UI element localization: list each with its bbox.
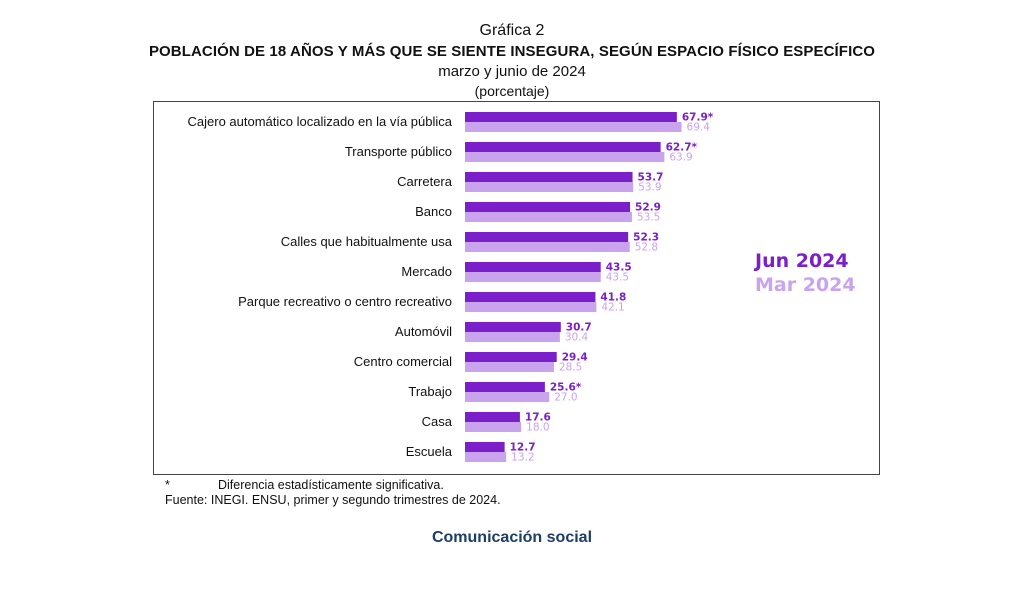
note-asterisk: *: [165, 478, 170, 492]
value-label-jun: 43.5: [606, 262, 632, 274]
value-label-mar: 27.0: [554, 392, 577, 404]
category-label: Escuela: [406, 444, 453, 459]
bar-mar-2024: [465, 272, 601, 282]
category-label: Banco: [415, 204, 452, 219]
bar-mar-2024: [465, 212, 632, 222]
category-label: Cajero automático localizado en la vía p…: [188, 114, 453, 129]
value-label-mar: 42.1: [601, 302, 624, 314]
bar-jun-2024: [465, 412, 520, 422]
value-label-jun: 67.9*: [682, 112, 714, 124]
unit-label: (porcentaje): [474, 83, 550, 99]
value-label-mar: 53.9: [638, 182, 661, 194]
value-label-mar: 13.2: [511, 452, 534, 464]
bar-mar-2024: [465, 242, 630, 252]
value-label-jun: 52.9: [635, 202, 661, 214]
value-label-mar: 43.5: [606, 272, 629, 284]
bar-mar-2024: [465, 182, 634, 192]
category-label: Automóvil: [395, 324, 452, 339]
value-label-jun: 53.7: [638, 172, 664, 184]
source-note: Fuente: INEGI. ENSU, primer y segundo tr…: [165, 493, 501, 507]
bar-mar-2024: [465, 122, 682, 132]
category-label: Parque recreativo o centro recreativo: [238, 294, 452, 309]
bar-jun-2024: [465, 322, 561, 332]
value-label-jun: 62.7*: [666, 142, 698, 154]
value-label-jun: 30.7: [566, 322, 592, 334]
value-label-mar: 28.5: [559, 362, 582, 374]
chart-subtitle: marzo y junio de 2024: [438, 63, 586, 80]
value-label-mar: 63.9: [669, 152, 692, 164]
value-label-jun: 29.4: [562, 352, 588, 364]
category-label: Mercado: [401, 264, 452, 279]
bar-jun-2024: [465, 112, 677, 122]
value-label-jun: 41.8: [600, 292, 626, 304]
value-label-jun: 12.7: [510, 442, 536, 454]
value-label-mar: 53.5: [637, 212, 660, 224]
category-label: Calles que habitualmente usa: [281, 234, 453, 249]
bar-mar-2024: [465, 332, 560, 342]
chart-frame: Cajero automático localizado en la vía p…: [153, 101, 880, 475]
bar-jun-2024: [465, 292, 596, 302]
bar-mar-2024: [465, 362, 554, 372]
value-label-jun: 52.3: [633, 232, 659, 244]
value-label-mar: 52.8: [635, 242, 658, 254]
chart-title: POBLACIÓN DE 18 AÑOS Y MÁS QUE SE SIENTE…: [148, 43, 876, 60]
legend-jun-2024: Jun 2024: [753, 250, 849, 272]
value-label-jun: 25.6*: [550, 382, 582, 394]
category-label: Trabajo: [408, 384, 452, 399]
bar-mar-2024: [465, 452, 507, 462]
bar-chart: Cajero automático localizado en la vía p…: [188, 112, 856, 464]
bar-jun-2024: [465, 172, 633, 182]
bar-jun-2024: [465, 232, 629, 242]
bar-mar-2024: [465, 152, 665, 162]
bar-jun-2024: [465, 442, 505, 452]
category-label: Centro comercial: [354, 354, 452, 369]
value-label-mar: 30.4: [565, 332, 589, 344]
category-label: Carretera: [397, 174, 453, 189]
bar-jun-2024: [465, 352, 557, 362]
bar-mar-2024: [465, 422, 522, 432]
bar-jun-2024: [465, 202, 631, 212]
value-label-jun: 17.6: [525, 412, 551, 424]
footer-label: Comunicación social: [431, 529, 593, 546]
legend-mar-2024: Mar 2024: [755, 274, 856, 296]
category-label: Casa: [422, 414, 453, 429]
significance-note: Diferencia estadísticamente significativ…: [218, 478, 444, 492]
bar-mar-2024: [465, 302, 597, 312]
value-label-mar: 18.0: [526, 422, 549, 434]
value-label-mar: 69.4: [687, 122, 711, 134]
bar-jun-2024: [465, 382, 545, 392]
category-label: Transporte público: [345, 144, 452, 159]
bar-mar-2024: [465, 392, 550, 402]
bar-jun-2024: [465, 262, 601, 272]
bar-jun-2024: [465, 142, 661, 152]
chart-number-label: Gráfica 2: [479, 22, 545, 39]
